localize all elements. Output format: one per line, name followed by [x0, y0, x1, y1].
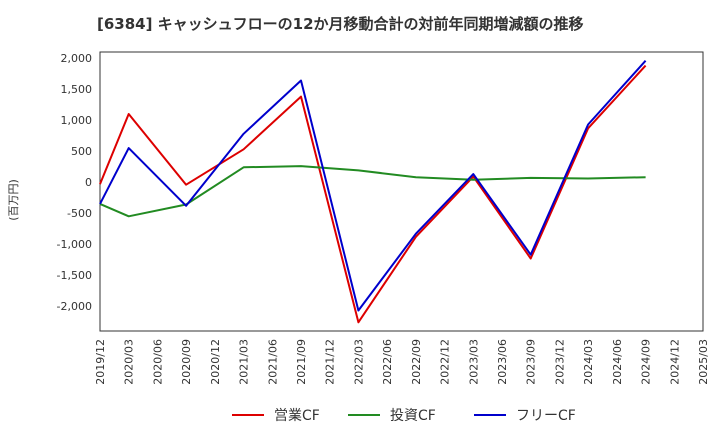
y-tick-label: 1,500: [61, 83, 93, 96]
x-tick-label: 2020/06: [151, 339, 164, 385]
y-tick-label: -1,000: [57, 238, 92, 251]
legend: 営業CF 投資CF フリーCF: [232, 408, 576, 424]
x-tick-label: 2024/12: [668, 339, 681, 385]
x-tick-label: 2020/12: [209, 339, 222, 385]
legend-label: 営業CF: [274, 408, 320, 424]
x-tick-label: 2021/09: [295, 339, 308, 385]
x-tick-label: 2025/03: [697, 339, 710, 385]
y-tick-label: 0: [85, 176, 92, 189]
y-tick-label: -1,500: [57, 269, 92, 282]
y-tick-label: 500: [71, 145, 92, 158]
x-tick-label: 2024/09: [640, 339, 653, 385]
x-tick-label: 2021/12: [324, 339, 337, 385]
x-tick-label: 2023/03: [467, 339, 480, 385]
series-line-営業CF: [99, 64, 647, 324]
x-tick-label: 2022/09: [410, 339, 423, 385]
x-tick-label: 2022/03: [352, 339, 365, 385]
x-tick-label: 2020/03: [123, 339, 136, 385]
plot-area: [99, 51, 704, 332]
y-axis-label: (百万円): [7, 179, 20, 221]
x-tick-label: 2023/12: [553, 339, 566, 385]
series-line-投資CF: [99, 165, 646, 218]
y-tick-label: 1,000: [61, 114, 93, 127]
x-tick-label: 2022/06: [381, 339, 394, 385]
y-tick-label: 2,000: [61, 52, 93, 65]
x-tick-label: 2020/09: [180, 339, 193, 385]
x-tick-label: 2024/03: [582, 339, 595, 385]
x-tick-label: 2022/12: [439, 339, 452, 385]
y-tick-label: -500: [67, 207, 92, 220]
series-line-フリーCF: [99, 60, 647, 312]
series-lines: [99, 60, 647, 324]
x-tick-label: 2019/12: [94, 339, 107, 385]
tick-labels: 2,000 1,500 1,000 500 0 -500 -1,000 -1,500 -2,00…: [57, 52, 710, 385]
x-tick-label: 2021/03: [238, 339, 251, 385]
chart-title: [6384] キャッシュフローの12か月移動合計の対前年同期増減額の推移: [97, 15, 584, 33]
x-tick-label: 2023/09: [525, 339, 538, 385]
axes: [99, 51, 704, 332]
legend-label: フリーCF: [516, 408, 576, 424]
x-tick-label: 2021/06: [266, 339, 279, 385]
legend-label: 投資CF: [390, 408, 436, 424]
y-tick-label: -2,000: [57, 300, 92, 313]
x-tick-label: 2023/06: [496, 339, 509, 385]
x-tick-label: 2024/06: [611, 339, 624, 385]
